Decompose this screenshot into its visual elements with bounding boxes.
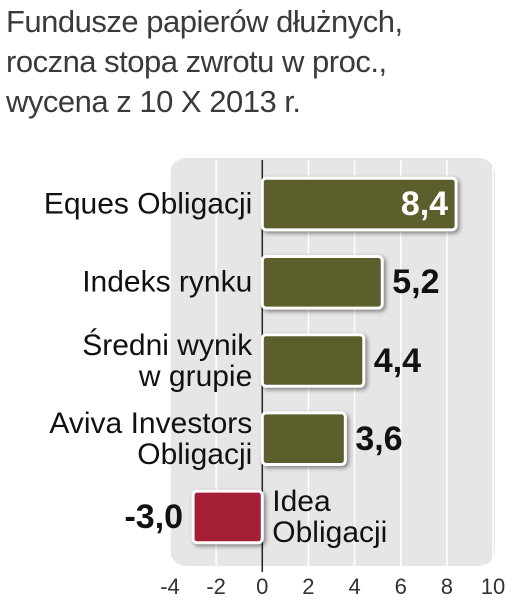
category-label: Średni wynik w grupie <box>82 328 253 393</box>
category-label: Eques Obligacji <box>43 187 253 221</box>
x-tick-label: 6 <box>394 574 407 599</box>
x-tick-label: 0 <box>256 574 269 599</box>
value-label: 5,2 <box>392 263 440 302</box>
x-tick-label: 8 <box>440 574 453 599</box>
chart-title: Fundusze papierów dłużnych, roczna stopa… <box>6 4 403 119</box>
x-tick-label: 4 <box>348 574 361 599</box>
category-label: Idea Obligacji <box>272 484 388 549</box>
bar <box>260 176 458 232</box>
bar <box>260 333 366 388</box>
value-label: -3,0 <box>124 497 184 536</box>
value-label: 8,4 <box>400 185 449 224</box>
category-label: Aviva Investors Obligacji <box>49 406 253 471</box>
bar <box>260 411 347 467</box>
x-tick-label: 2 <box>302 574 315 599</box>
value-label: 3,6 <box>355 419 403 458</box>
x-tick-label: 10 <box>480 574 506 599</box>
bar <box>191 489 264 545</box>
x-tick-label: -2 <box>206 574 226 599</box>
value-label: 4,4 <box>373 341 422 380</box>
bar <box>260 254 384 310</box>
x-tick-label: -4 <box>160 574 180 599</box>
category-label: Indeks rynku <box>82 265 253 299</box>
